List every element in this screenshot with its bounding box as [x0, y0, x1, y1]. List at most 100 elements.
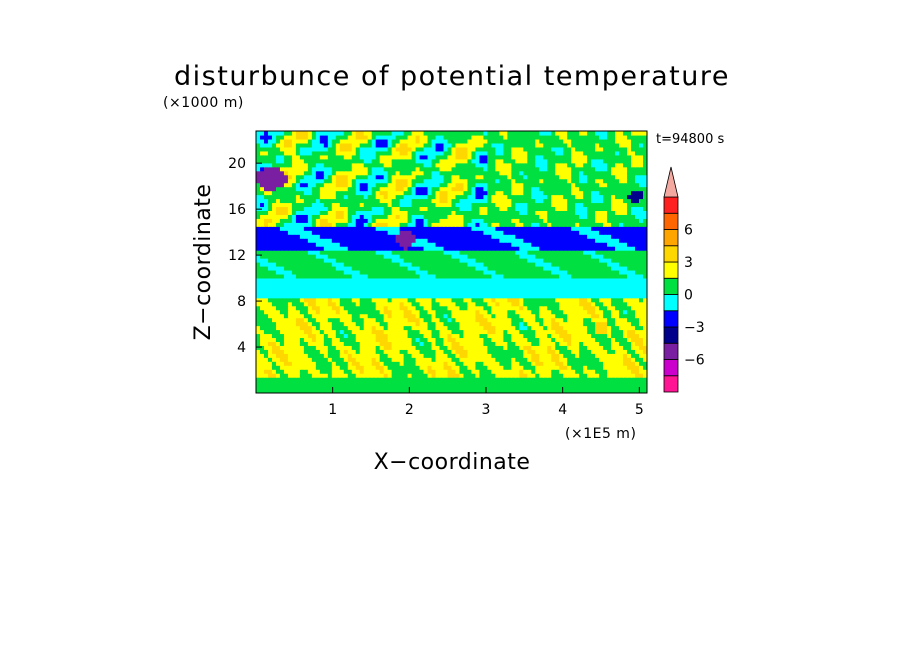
heatmap-cell [467, 218, 473, 223]
heatmap-cell [563, 198, 568, 204]
heatmap-cell [387, 341, 393, 346]
heatmap-cell [347, 317, 353, 323]
heatmap-cell [287, 369, 293, 374]
heatmap-cell [583, 202, 588, 208]
heatmap-cell [295, 190, 301, 196]
heatmap-cell [407, 281, 413, 287]
heatmap-cell [307, 305, 313, 311]
heatmap-cell [367, 381, 373, 386]
heatmap-cell [575, 254, 580, 259]
heatmap-cell [391, 254, 397, 259]
heatmap-cell [263, 305, 269, 311]
heatmap-cell [547, 246, 552, 251]
heatmap-cell [303, 269, 309, 275]
heatmap-cell [523, 265, 528, 271]
heatmap-cell [359, 285, 365, 291]
heatmap-cell [451, 297, 457, 303]
heatmap-cell [291, 361, 297, 366]
heatmap-cell [643, 345, 647, 350]
heatmap-cell [491, 194, 496, 200]
heatmap-cell [319, 365, 325, 370]
heatmap-cell [507, 357, 512, 362]
heatmap-cell [439, 353, 445, 358]
heatmap-cell [455, 353, 461, 358]
heatmap-cell [535, 313, 540, 319]
heatmap-cell [583, 361, 588, 366]
heatmap-cell [627, 250, 632, 255]
heatmap-cell [563, 265, 568, 271]
heatmap-cell [439, 381, 445, 386]
heatmap-cell [519, 277, 524, 283]
heatmap-cell [563, 341, 568, 346]
heatmap-cell [507, 281, 512, 287]
heatmap-cell [579, 341, 584, 346]
heatmap-cell [339, 230, 345, 235]
heatmap-cell [611, 305, 616, 311]
heatmap-cell [583, 198, 588, 204]
heatmap-cell [415, 309, 421, 315]
heatmap-cell [311, 250, 317, 255]
heatmap-cell [567, 246, 572, 251]
heatmap-cell [343, 250, 349, 255]
heatmap-cell [619, 349, 624, 354]
heatmap-cell [607, 265, 612, 271]
heatmap-cell [431, 377, 437, 382]
heatmap-cell [571, 381, 576, 386]
heatmap-cell [563, 258, 568, 263]
heatmap-cell [403, 305, 409, 311]
heatmap-cell [551, 202, 556, 208]
heatmap-cell [339, 222, 345, 227]
heatmap-cell [375, 337, 381, 342]
heatmap-cell [343, 333, 349, 339]
heatmap-cell [439, 194, 445, 200]
heatmap-cell [259, 202, 265, 208]
heatmap-cell [459, 281, 465, 287]
heatmap-cell [487, 337, 492, 342]
heatmap-cell [447, 202, 453, 208]
heatmap-cell [487, 305, 492, 311]
heatmap-cell [603, 250, 608, 255]
heatmap-cell [443, 381, 449, 386]
heatmap-cell [639, 333, 644, 339]
heatmap-cell [355, 321, 361, 327]
heatmap-cell [467, 242, 473, 247]
heatmap-cell [351, 345, 357, 350]
heatmap-cell [379, 385, 385, 390]
heatmap-cell [355, 281, 361, 287]
heatmap-cell [463, 226, 469, 231]
heatmap-cell [547, 325, 552, 331]
heatmap-cell [443, 273, 449, 279]
heatmap-cell [491, 285, 496, 291]
heatmap-cell [391, 329, 397, 335]
heatmap-cell [539, 349, 544, 354]
heatmap-cell [351, 194, 357, 200]
heatmap-cell [507, 194, 512, 200]
heatmap-cell [283, 265, 289, 271]
heatmap-cell [479, 325, 485, 331]
heatmap-cell [279, 281, 285, 287]
heatmap-cell [275, 202, 281, 208]
heatmap-cell [411, 325, 417, 331]
heatmap-cell [327, 198, 333, 204]
heatmap-cell [351, 214, 357, 219]
heatmap-cell [547, 301, 552, 307]
heatmap-cell [547, 222, 552, 227]
heatmap-cell [595, 325, 600, 331]
heatmap-cell [295, 230, 301, 235]
heatmap-cell [539, 281, 544, 287]
heatmap-cell [427, 269, 433, 275]
heatmap-cell [467, 333, 473, 339]
heatmap-cell [343, 206, 349, 211]
heatmap-cell [443, 265, 449, 271]
heatmap-cell [575, 238, 580, 243]
heatmap-cell [399, 293, 405, 299]
heatmap-cell [427, 242, 433, 247]
heatmap-cell [539, 365, 544, 370]
heatmap-cell [419, 357, 425, 362]
heatmap-cell [256, 246, 261, 251]
heatmap-cell [603, 273, 608, 279]
heatmap-cell [403, 273, 409, 279]
heatmap-cell [403, 341, 409, 346]
heatmap-cell [295, 218, 301, 223]
heatmap-cell [279, 226, 285, 231]
